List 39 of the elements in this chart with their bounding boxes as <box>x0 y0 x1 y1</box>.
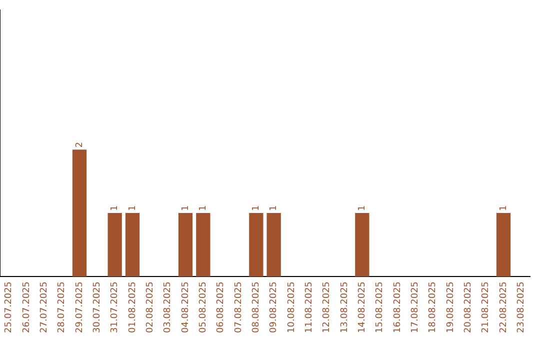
x-tick-label: 13.08.2025 <box>340 281 350 333</box>
data-label: 1 <box>498 205 509 212</box>
x-tick-label: 22.08.2025 <box>498 281 509 333</box>
x-tick-label: 31.07.2025 <box>110 281 120 333</box>
x-tick-label: 09.08.2025 <box>269 281 280 333</box>
x-tick-label: 08.08.2025 <box>252 281 262 333</box>
x-tick-label: 11.08.2025 <box>304 281 315 333</box>
x-tick-label: 04.08.2025 <box>180 281 191 333</box>
data-label: 2 <box>74 142 85 148</box>
data-label: 1 <box>110 205 120 212</box>
data-label: 1 <box>252 205 262 212</box>
x-tick-label: 07.08.2025 <box>234 281 244 333</box>
x-tick-label: 06.08.2025 <box>216 281 226 333</box>
x-tick-label: 26.07.2025 <box>22 281 32 333</box>
x-tick-label: 19.08.2025 <box>446 281 456 333</box>
x-tick-label: 25.07.2025 <box>4 281 14 333</box>
x-tick-label: 01.08.2025 <box>128 281 138 333</box>
data-label: 1 <box>269 205 280 212</box>
x-tick-label: 05.08.2025 <box>198 281 209 333</box>
data-label: 1 <box>358 205 368 212</box>
x-tick-label: 30.07.2025 <box>92 281 103 333</box>
x-tick-label: 28.07.2025 <box>57 281 68 333</box>
x-tick-label: 14.08.2025 <box>358 281 368 333</box>
x-tick-label: 03.08.2025 <box>163 281 174 333</box>
x-tick-label: 18.08.2025 <box>428 281 438 333</box>
data-label: 1 <box>198 205 209 212</box>
x-tick-label: 16.08.2025 <box>392 281 403 333</box>
x-tick-label: 10.08.2025 <box>286 281 297 333</box>
x-tick-label: 29.07.2025 <box>74 281 85 333</box>
x-tick-label: 17.08.2025 <box>410 281 421 333</box>
data-label: 1 <box>180 205 191 212</box>
x-tick-label: 23.08.2025 <box>516 281 527 333</box>
x-tick-label: 21.08.2025 <box>481 281 492 333</box>
x-tick-label: 15.08.2025 <box>375 281 386 333</box>
x-tick-label: 20.08.2025 <box>464 281 474 333</box>
x-tick-label: 27.07.2025 <box>40 281 50 333</box>
data-label: 1 <box>128 205 138 212</box>
x-tick-label: 12.08.2025 <box>322 281 332 333</box>
x-tick-label: 02.08.2025 <box>146 281 156 333</box>
